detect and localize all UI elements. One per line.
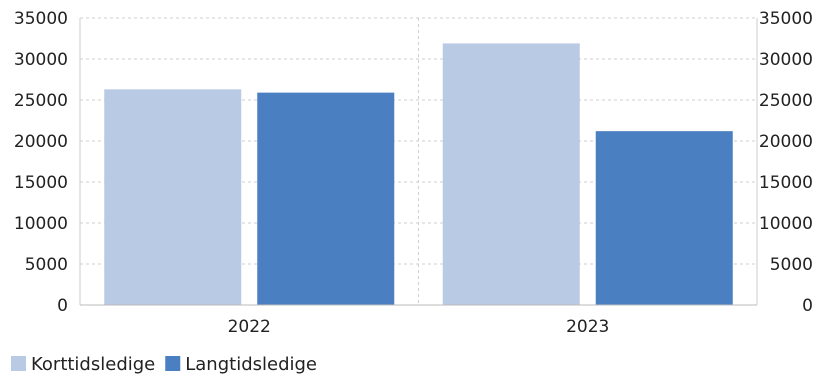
bar-langtidsledige-2023 <box>595 131 733 305</box>
y-axis-right-ticks: 0 5000 10000 15000 20000 25000 30000 35000 <box>759 9 813 316</box>
y-tick-label-left: 10000 <box>14 214 68 234</box>
bar-korttidsledige-2022 <box>104 89 242 305</box>
y-tick-label-left: 15000 <box>14 173 68 193</box>
y-tick-label-right: 20000 <box>759 132 813 152</box>
y-tick-label-right: 25000 <box>759 91 813 111</box>
y-tick-label-left: 0 <box>57 296 68 316</box>
y-tick-label-right: 0 <box>802 296 813 316</box>
y-tick-label-right: 15000 <box>759 173 813 193</box>
x-tick-label: 2023 <box>566 317 609 337</box>
legend-label: Langtidsledige <box>185 354 317 375</box>
y-tick-label-right: 10000 <box>759 214 813 234</box>
y-tick-label-left: 30000 <box>14 50 68 70</box>
bar-langtidsledige-2022 <box>257 92 395 306</box>
y-tick-label-right: 5000 <box>770 255 813 275</box>
legend: Korttidsledige Langtidsledige <box>11 354 317 375</box>
y-tick-label-left: 35000 <box>14 9 68 29</box>
x-axis-ticks: 2022 2023 <box>228 317 610 337</box>
legend-swatch <box>11 356 26 371</box>
legend-swatch <box>165 356 181 371</box>
y-tick-label-left: 25000 <box>14 91 68 111</box>
legend-label: Korttidsledige <box>31 354 155 375</box>
y-tick-label-left: 5000 <box>25 255 68 275</box>
y-tick-label-right: 35000 <box>759 9 813 29</box>
y-tick-label-right: 30000 <box>759 50 813 70</box>
x-tick-label: 2022 <box>228 317 271 337</box>
bar-korttidsledige-2023 <box>442 43 580 306</box>
bars <box>104 43 733 306</box>
y-axis-left-ticks: 0 5000 10000 15000 20000 25000 30000 35000 <box>14 9 68 316</box>
y-tick-label-left: 20000 <box>14 132 68 152</box>
